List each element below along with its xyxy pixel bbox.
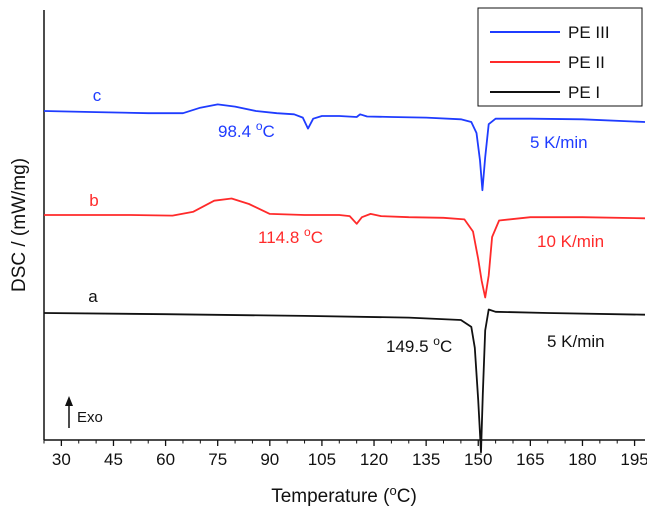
exo-arrow-head-icon	[65, 396, 73, 406]
x-tick-label: 30	[52, 450, 71, 469]
legend-items: PE III PE II PE I	[490, 23, 610, 102]
y-axis-title: DSC / (mW/mg)	[9, 158, 30, 292]
heating-rate-label: 5 K/min	[547, 332, 605, 351]
x-tick-label: 195	[620, 450, 647, 469]
series-line-pe-iii	[43, 103, 646, 192]
series-line-pe-ii	[44, 197, 646, 299]
x-tick-label: 75	[208, 450, 227, 469]
curve-letter-label: a	[88, 287, 98, 306]
exo-indicator: Exo	[65, 396, 103, 428]
curve-letter-label: c	[93, 86, 102, 105]
x-tick-label: 165	[516, 450, 544, 469]
series-group	[43, 103, 646, 454]
legend-entry-label: PE I	[568, 83, 600, 102]
x-ticks: 30 45 60 75 90 105 120 135 150 165 180 195	[43, 440, 647, 469]
exo-label: Exo	[77, 409, 103, 426]
curve-letter-label: b	[89, 191, 98, 210]
peak-temperature-label: 114.8 oC	[258, 225, 323, 247]
plot-area: 30 45 60 75 90 105 120 135 150 165 180 195 c 98.4 oC…	[43, 10, 647, 469]
legend: PE III PE II PE I	[477, 7, 643, 107]
x-tick-label: 90	[260, 450, 279, 469]
x-axis-title: Temperature (oC)	[271, 483, 417, 508]
x-tick-label: 105	[308, 450, 336, 469]
x-tick-label: 150	[464, 450, 492, 469]
legend-entry-label: PE III	[568, 23, 610, 42]
legend-box	[477, 7, 643, 107]
legend-entry-label: PE II	[568, 53, 605, 72]
x-tick-label: 120	[360, 450, 388, 469]
x-tick-label: 45	[104, 450, 123, 469]
x-tick-label: 135	[412, 450, 440, 469]
curve-labels: c 98.4 oC 5 K/min b 114.8 oC 10 K/min a 149.5 o…	[88, 86, 604, 356]
peak-temperature-label: 98.4 oC	[218, 119, 275, 141]
series-line-pe-i	[43, 308, 646, 454]
peak-temperature-label: 149.5 oC	[386, 334, 452, 356]
x-tick-label: 60	[156, 450, 175, 469]
heating-rate-label: 10 K/min	[537, 232, 604, 251]
x-tick-label: 180	[568, 450, 596, 469]
heating-rate-label: 5 K/min	[530, 133, 588, 152]
